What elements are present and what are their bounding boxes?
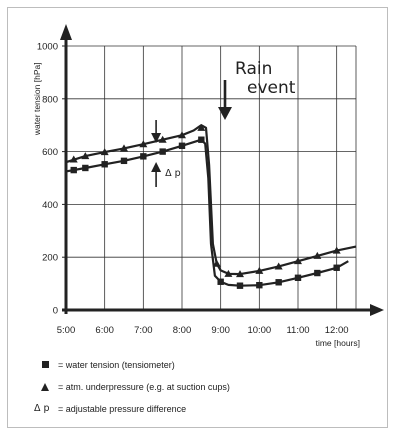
water-tension-point (198, 136, 205, 143)
water-tension-line (65, 138, 349, 287)
legend-item-pressure-difference: Δ p = adjustable pressure difference (34, 402, 380, 424)
water-tension-point (101, 161, 108, 168)
water-tension-point (275, 279, 282, 286)
annotations: Rain event Δ p (151, 59, 296, 187)
square-marker-icon (40, 358, 54, 372)
delta-p-label: Δ p (165, 168, 181, 179)
water-tension-point (120, 157, 128, 165)
x-axis-title: time [hours] (316, 338, 360, 348)
water-tension-point (217, 278, 224, 285)
legend-item-underpressure: = atm. underpressure (e.g. at suction cu… (40, 380, 380, 402)
water-tension-point (82, 164, 89, 172)
underpressure-point (100, 148, 109, 156)
legend-label: = atm. underpressure (e.g. at suction cu… (58, 382, 230, 392)
delta-p-symbol: Δ p (34, 403, 50, 414)
underpressure-point (197, 123, 206, 131)
y-tick-label: 200 (42, 253, 58, 264)
x-axis-arrow (370, 304, 384, 316)
underpressure-point (255, 266, 264, 274)
underpressure-point (236, 270, 244, 278)
underpressure-point (224, 269, 233, 277)
x-tick-label: 8:00 (173, 325, 192, 336)
water-tension-point (294, 274, 302, 281)
underpressure-point (81, 152, 90, 160)
series (65, 123, 357, 289)
y-tick-label: 1000 (37, 42, 58, 53)
y-axis-arrow (60, 24, 72, 40)
water-tension-point (178, 142, 186, 149)
underpressure-point (294, 257, 302, 265)
underpressure-point (158, 135, 167, 143)
y-tick-label: 600 (42, 147, 58, 158)
water-tension-point (256, 281, 263, 289)
page-frame (7, 7, 388, 428)
y-tick-label: 400 (42, 200, 58, 211)
underpressure-point (69, 155, 78, 163)
underpressure-point (178, 131, 186, 139)
y-tick-label: 0 (53, 306, 58, 317)
axes (60, 24, 384, 316)
underpressure-point (212, 259, 221, 267)
rain-event-arrowhead (218, 107, 232, 120)
delta-p-arrowhead-up (151, 162, 162, 172)
x-tick-label: 6:00 (95, 325, 114, 336)
delta-p-arrowhead-down (151, 133, 162, 143)
water-tension-point (236, 282, 244, 289)
water-tension-point (159, 148, 166, 155)
underpressure-point (120, 144, 128, 152)
underpressure-point (332, 246, 341, 254)
grid (66, 45, 357, 310)
y-axis-title: water tension [hPa] (32, 62, 42, 136)
water-tension-point (314, 269, 321, 277)
x-tick-label: 5:00 (57, 325, 76, 336)
underpressure-point (274, 262, 283, 270)
legend-item-water-tension: = water tension (tensiometer) (40, 358, 380, 380)
water-tension-point (140, 153, 147, 160)
legend-label: = adjustable pressure difference (58, 404, 187, 414)
tick-labels: 0 200 400 600 800 1000 5:00 6:00 7:00 8:00 9:00 10:… (32, 42, 360, 349)
underpressure-point (313, 251, 322, 259)
x-tick-label: 11:00 (286, 325, 309, 336)
legend-label: = water tension (tensiometer) (58, 360, 175, 370)
y-tick-label: 800 (42, 94, 58, 105)
water-tension-point (333, 264, 340, 271)
x-tick-label: 12:00 (325, 325, 349, 336)
triangle-marker-icon (40, 380, 54, 394)
x-tick-label: 7:00 (134, 325, 153, 336)
x-tick-label: 9:00 (211, 325, 230, 336)
legend: = water tension (tensiometer) = atm. und… (34, 358, 380, 424)
x-tick-label: 10:00 (247, 325, 271, 336)
underpressure-point (139, 140, 148, 148)
rain-event-label: Rain event (235, 59, 296, 98)
underpressure-line (65, 124, 357, 276)
water-tension-point (70, 166, 77, 174)
